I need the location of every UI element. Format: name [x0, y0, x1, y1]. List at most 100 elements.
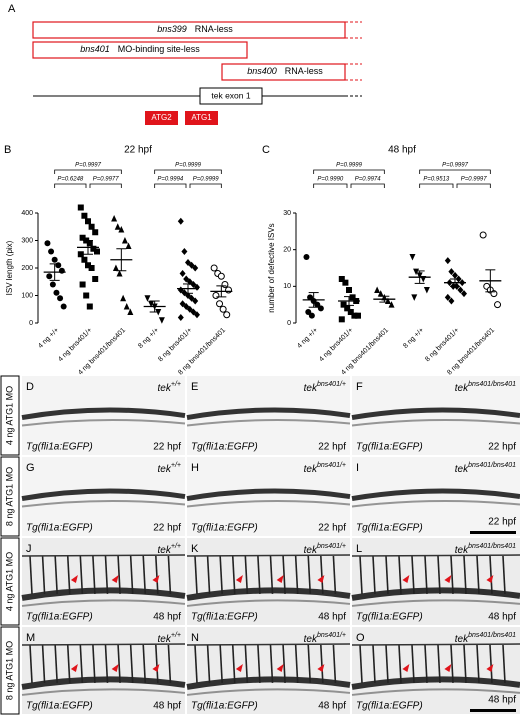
isv: [231, 644, 236, 683]
stage: 48 hpf: [488, 612, 516, 623]
point: [48, 248, 55, 255]
isv: [476, 555, 480, 594]
chart-title: 22 hpf: [124, 145, 152, 156]
arrowhead: [152, 575, 160, 583]
isv: [476, 644, 480, 683]
point: [120, 294, 127, 302]
isv: [155, 644, 159, 683]
isv: [437, 644, 441, 683]
x-tick-label: 4 ng +/+: [37, 327, 60, 350]
allele: +/+: [171, 632, 181, 639]
point: [448, 297, 455, 305]
isv: [219, 644, 223, 683]
p-value: P=0.6248: [57, 177, 84, 183]
panel-letter: H: [191, 462, 199, 474]
isv: [104, 644, 109, 683]
point: [177, 314, 184, 321]
panel-letter: L: [356, 543, 362, 555]
stage: 22 hpf: [153, 523, 181, 534]
point: [452, 271, 458, 279]
point: [210, 264, 218, 272]
point: [179, 270, 186, 277]
panel-letter: O: [356, 632, 365, 644]
comparison-bracket: [419, 183, 454, 188]
y-tick-label: 400: [21, 210, 33, 217]
transgene: Tg(fli1a:EGFP): [191, 612, 258, 623]
point: [444, 293, 451, 301]
stage: 22 hpf: [153, 442, 181, 453]
point: [49, 281, 56, 288]
arrowhead: [276, 575, 284, 583]
point: [351, 312, 358, 319]
point: [317, 305, 324, 312]
allele: bns401/+: [317, 632, 346, 639]
construct-box: [221, 63, 346, 81]
row-label: 8 ng ATG1 MO: [4, 467, 14, 526]
isv: [66, 555, 71, 594]
isv: [66, 644, 71, 683]
comparison-bracket: [89, 183, 122, 188]
transgene: Tg(fli1a:EGFP): [356, 523, 423, 534]
stage: 22 hpf: [488, 517, 516, 528]
description: RNA-less: [195, 24, 234, 34]
gene: tek: [304, 634, 318, 645]
dlav: [21, 643, 186, 646]
point: [305, 309, 312, 315]
arrowhead: [402, 664, 410, 672]
y-axis-label: ISV length (pix): [5, 240, 14, 295]
construct-box: [32, 41, 248, 59]
gene: tek: [455, 545, 469, 556]
point: [44, 240, 51, 247]
arrowhead: [444, 664, 452, 672]
arrowhead: [444, 575, 452, 583]
arrowhead: [111, 575, 119, 583]
y-tick-label: 20: [283, 247, 291, 254]
isv: [269, 644, 274, 683]
row-label: 8 ng ATG1 MO: [4, 641, 14, 700]
gene: tek: [158, 545, 172, 556]
isv: [167, 555, 172, 594]
allele: bns401/bns401: [468, 462, 516, 469]
isv: [231, 555, 236, 594]
construct-label: bns400 RNA-less: [247, 66, 323, 76]
p-value: P=0.9999: [336, 163, 363, 169]
point: [81, 212, 88, 219]
point: [346, 287, 352, 293]
row-label-box: [0, 456, 20, 537]
isv: [411, 555, 415, 594]
construct-label: bns399 RNA-less: [157, 24, 233, 34]
genotype: tek+/+: [158, 462, 181, 475]
point: [55, 262, 62, 269]
genotype: tekbns401/+: [304, 462, 346, 475]
isv: [54, 555, 58, 594]
gene: tek: [158, 383, 172, 394]
vessel: [186, 587, 351, 601]
dlav: [186, 643, 351, 646]
isv: [257, 555, 261, 594]
allele: bns401/bns401: [468, 381, 516, 388]
vessel: [186, 688, 351, 696]
stage: 48 hpf: [488, 695, 516, 706]
comparison-bracket: [350, 183, 385, 188]
vessel: [351, 499, 520, 508]
row-label: 4 ng ATG1 MO: [4, 386, 14, 445]
allele: bns401/+: [317, 543, 346, 550]
vessel: [21, 488, 186, 502]
dlav: [351, 554, 520, 557]
y-tick-label: 200: [21, 265, 33, 272]
point: [479, 231, 487, 239]
point: [92, 276, 99, 282]
isv: [219, 555, 223, 594]
isv: [424, 555, 428, 594]
atg-label: ATG1: [191, 113, 212, 122]
arrowhead: [317, 664, 325, 672]
point: [53, 289, 60, 296]
isv: [372, 644, 376, 683]
vessel: [21, 599, 186, 607]
p-value: P=0.9990: [317, 177, 344, 183]
point: [85, 262, 91, 269]
allele: +/+: [171, 462, 181, 469]
point: [112, 264, 119, 271]
point: [194, 311, 200, 319]
atg-box: [185, 111, 218, 125]
